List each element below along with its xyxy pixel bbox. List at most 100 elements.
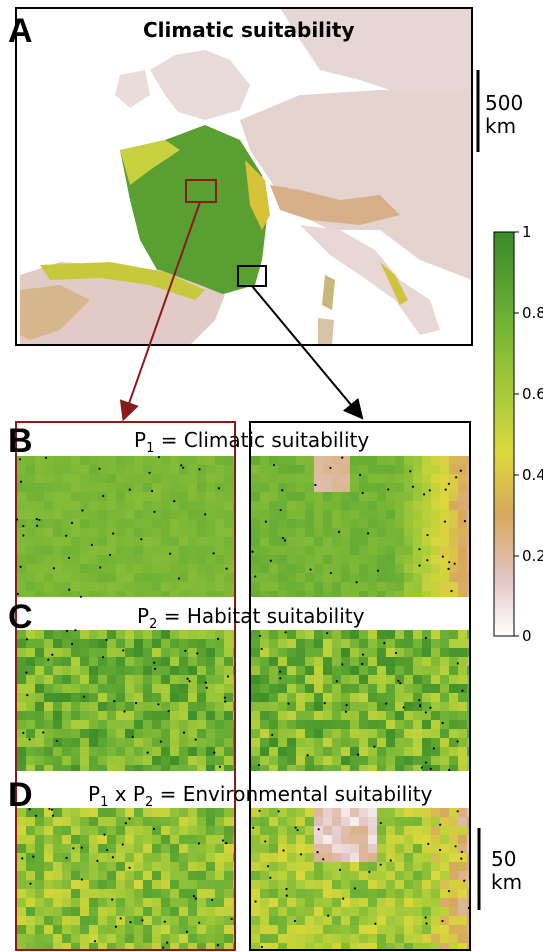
raster-cell bbox=[260, 934, 269, 943]
raster-cell bbox=[323, 537, 332, 546]
raster-cell bbox=[233, 817, 234, 826]
raster-cell bbox=[323, 862, 332, 871]
raster-cell bbox=[116, 889, 125, 898]
raster-cell bbox=[368, 456, 377, 465]
raster-cell bbox=[431, 898, 440, 907]
raster-cell bbox=[161, 582, 170, 591]
raster-cell bbox=[395, 684, 404, 693]
raster-cell bbox=[17, 756, 26, 765]
raster-cell bbox=[170, 474, 179, 483]
raster-cell bbox=[458, 492, 467, 501]
raster-cell bbox=[89, 573, 98, 582]
raster-cell bbox=[35, 907, 44, 916]
raster-cell bbox=[449, 720, 458, 729]
occurrence-point bbox=[25, 671, 28, 674]
raster-cell bbox=[332, 465, 341, 474]
raster-cell bbox=[152, 862, 161, 871]
raster-cell bbox=[323, 729, 332, 738]
raster-cell bbox=[323, 880, 332, 889]
raster-cell bbox=[368, 591, 377, 597]
raster-cell bbox=[62, 591, 71, 597]
occurrence-point bbox=[55, 739, 58, 743]
raster-cell bbox=[278, 916, 287, 925]
raster-cell bbox=[215, 943, 224, 949]
raster-cell bbox=[377, 573, 386, 582]
raster-cell bbox=[296, 738, 305, 747]
raster-cell bbox=[161, 528, 170, 537]
raster-cell bbox=[116, 702, 125, 711]
raster-cell bbox=[116, 573, 125, 582]
raster-cell bbox=[287, 880, 296, 889]
raster-cell bbox=[296, 564, 305, 573]
raster-cell bbox=[197, 564, 206, 573]
raster-cell bbox=[116, 693, 125, 702]
raster-cell bbox=[269, 465, 278, 474]
raster-cell bbox=[422, 898, 431, 907]
raster-cell bbox=[188, 853, 197, 862]
raster-cell bbox=[287, 871, 296, 880]
raster-cell bbox=[179, 898, 188, 907]
raster-cell bbox=[386, 844, 395, 853]
raster-cell bbox=[359, 835, 368, 844]
raster-cell bbox=[80, 501, 89, 510]
raster-cell bbox=[341, 835, 350, 844]
raster-cell bbox=[143, 835, 152, 844]
raster-cell bbox=[62, 528, 71, 537]
raster-cell bbox=[458, 483, 467, 492]
map-a bbox=[16, 8, 472, 345]
raster-cell bbox=[458, 675, 467, 684]
raster-cell bbox=[53, 808, 62, 817]
raster-cell bbox=[17, 684, 26, 693]
occurrence-point bbox=[81, 509, 84, 512]
occurrence-point bbox=[99, 566, 102, 569]
raster-cell bbox=[170, 456, 179, 465]
raster-cell bbox=[125, 591, 134, 597]
raster-cell bbox=[125, 880, 134, 889]
raster-cell bbox=[368, 711, 377, 720]
raster-cell bbox=[323, 720, 332, 729]
raster-cell bbox=[386, 747, 395, 756]
raster-cell bbox=[413, 564, 422, 573]
occurrence-point bbox=[32, 855, 35, 858]
raster-cell bbox=[125, 898, 134, 907]
raster-cell bbox=[359, 657, 368, 666]
occurrence-point bbox=[119, 917, 122, 920]
raster-cell bbox=[305, 537, 314, 546]
raster-cell bbox=[368, 648, 377, 657]
raster-cell bbox=[287, 729, 296, 738]
raster-cell bbox=[269, 492, 278, 501]
raster-cell bbox=[161, 546, 170, 555]
occurrence-point bbox=[425, 922, 428, 925]
raster-cell bbox=[44, 711, 53, 720]
raster-cell bbox=[413, 528, 422, 537]
raster-cell bbox=[188, 573, 197, 582]
land-italy bbox=[300, 225, 440, 335]
raster-cell bbox=[53, 925, 62, 934]
raster-cell bbox=[71, 546, 80, 555]
raster-cell bbox=[224, 916, 233, 925]
occurrence-point bbox=[341, 663, 344, 666]
raster-cell bbox=[53, 747, 62, 756]
raster-cell bbox=[89, 808, 98, 817]
raster-cell bbox=[377, 474, 386, 483]
raster-cell bbox=[431, 702, 440, 711]
raster-cell bbox=[170, 591, 179, 597]
raster-cell bbox=[332, 639, 341, 648]
raster-cell bbox=[125, 853, 134, 862]
raster-cell bbox=[350, 528, 359, 537]
raster-cell bbox=[449, 907, 458, 916]
raster-cell bbox=[71, 639, 80, 648]
raster-cell bbox=[287, 889, 296, 898]
raster-cell bbox=[332, 898, 341, 907]
raster-cell bbox=[26, 871, 35, 880]
raster-cell bbox=[215, 907, 224, 916]
raster-cell bbox=[98, 729, 107, 738]
raster-cell bbox=[251, 591, 260, 597]
raster-cell bbox=[305, 510, 314, 519]
raster-cell bbox=[413, 537, 422, 546]
raster-cell bbox=[269, 639, 278, 648]
raster-cell bbox=[62, 537, 71, 546]
raster-cell bbox=[287, 666, 296, 675]
raster-cell bbox=[143, 501, 152, 510]
raster-cell bbox=[152, 537, 161, 546]
